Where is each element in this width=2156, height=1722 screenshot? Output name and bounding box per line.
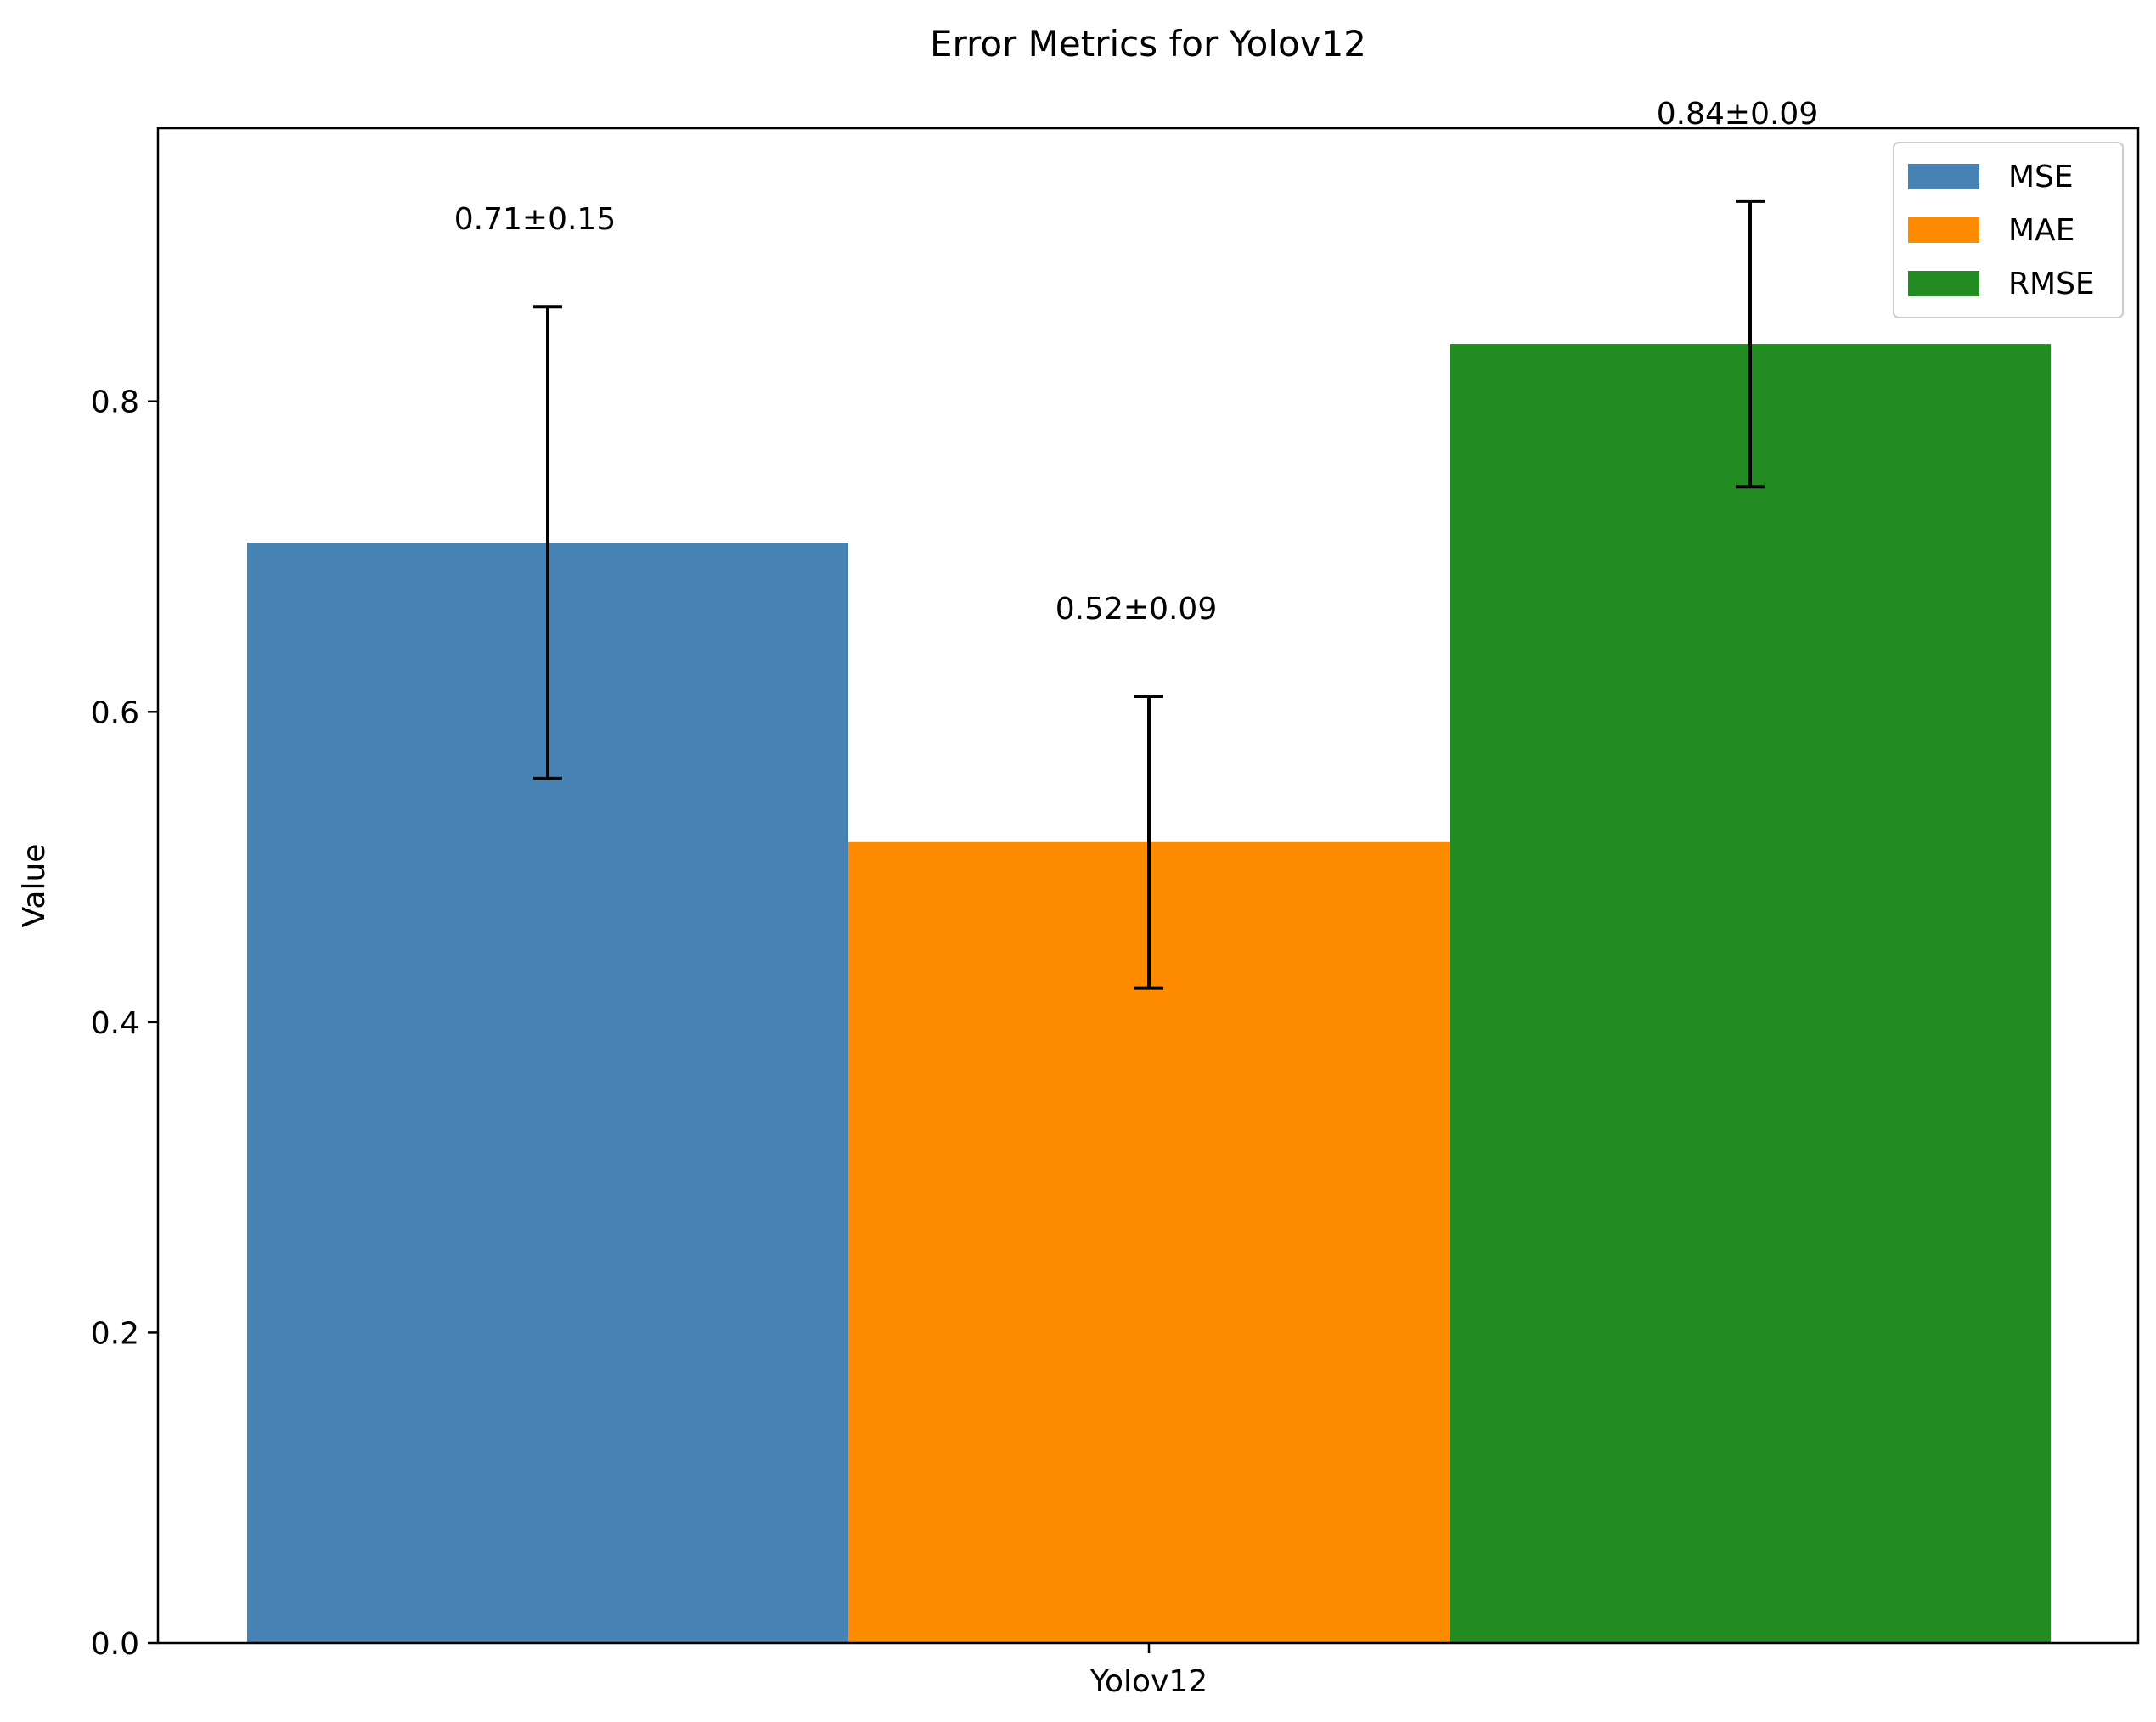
error-bars-group [533,199,1765,990]
data-label-mse: 0.71±0.15 [454,202,616,237]
y-tick-label: 0.2 [91,1316,139,1351]
legend: MSE MAE RMSE [1893,142,2124,318]
y-axis: 0.0 0.2 0.4 0.6 0.8 [91,385,158,1662]
data-label-rmse: 0.84±0.09 [1657,97,1818,132]
x-axis: Yolov12 [1089,1643,1207,1699]
data-labels-group: 0.71±0.15 0.52±0.09 0.84±0.09 [454,97,1818,627]
y-axis-label: Value [17,844,52,928]
bars-group [247,344,2051,1644]
data-label-mae: 0.52±0.09 [1055,592,1217,627]
legend-swatch-mae [1908,217,1979,243]
y-tick-label: 0.8 [91,385,139,420]
legend-label-rmse: RMSE [2008,267,2095,301]
y-tick-label: 0.6 [91,695,139,730]
y-tick-label: 0.4 [91,1006,139,1041]
legend-swatch-mse [1908,164,1979,189]
legend-label-mae: MAE [2008,213,2074,248]
y-tick-label: 0.0 [91,1627,139,1662]
chart-title: Error Metrics for Yolov12 [930,23,1366,65]
legend-swatch-rmse [1908,271,1979,296]
bar-rmse [1450,344,2051,1644]
legend-label-mse: MSE [2008,160,2074,194]
plot-frame [156,127,2140,1645]
x-tick-label: Yolov12 [1089,1664,1207,1699]
